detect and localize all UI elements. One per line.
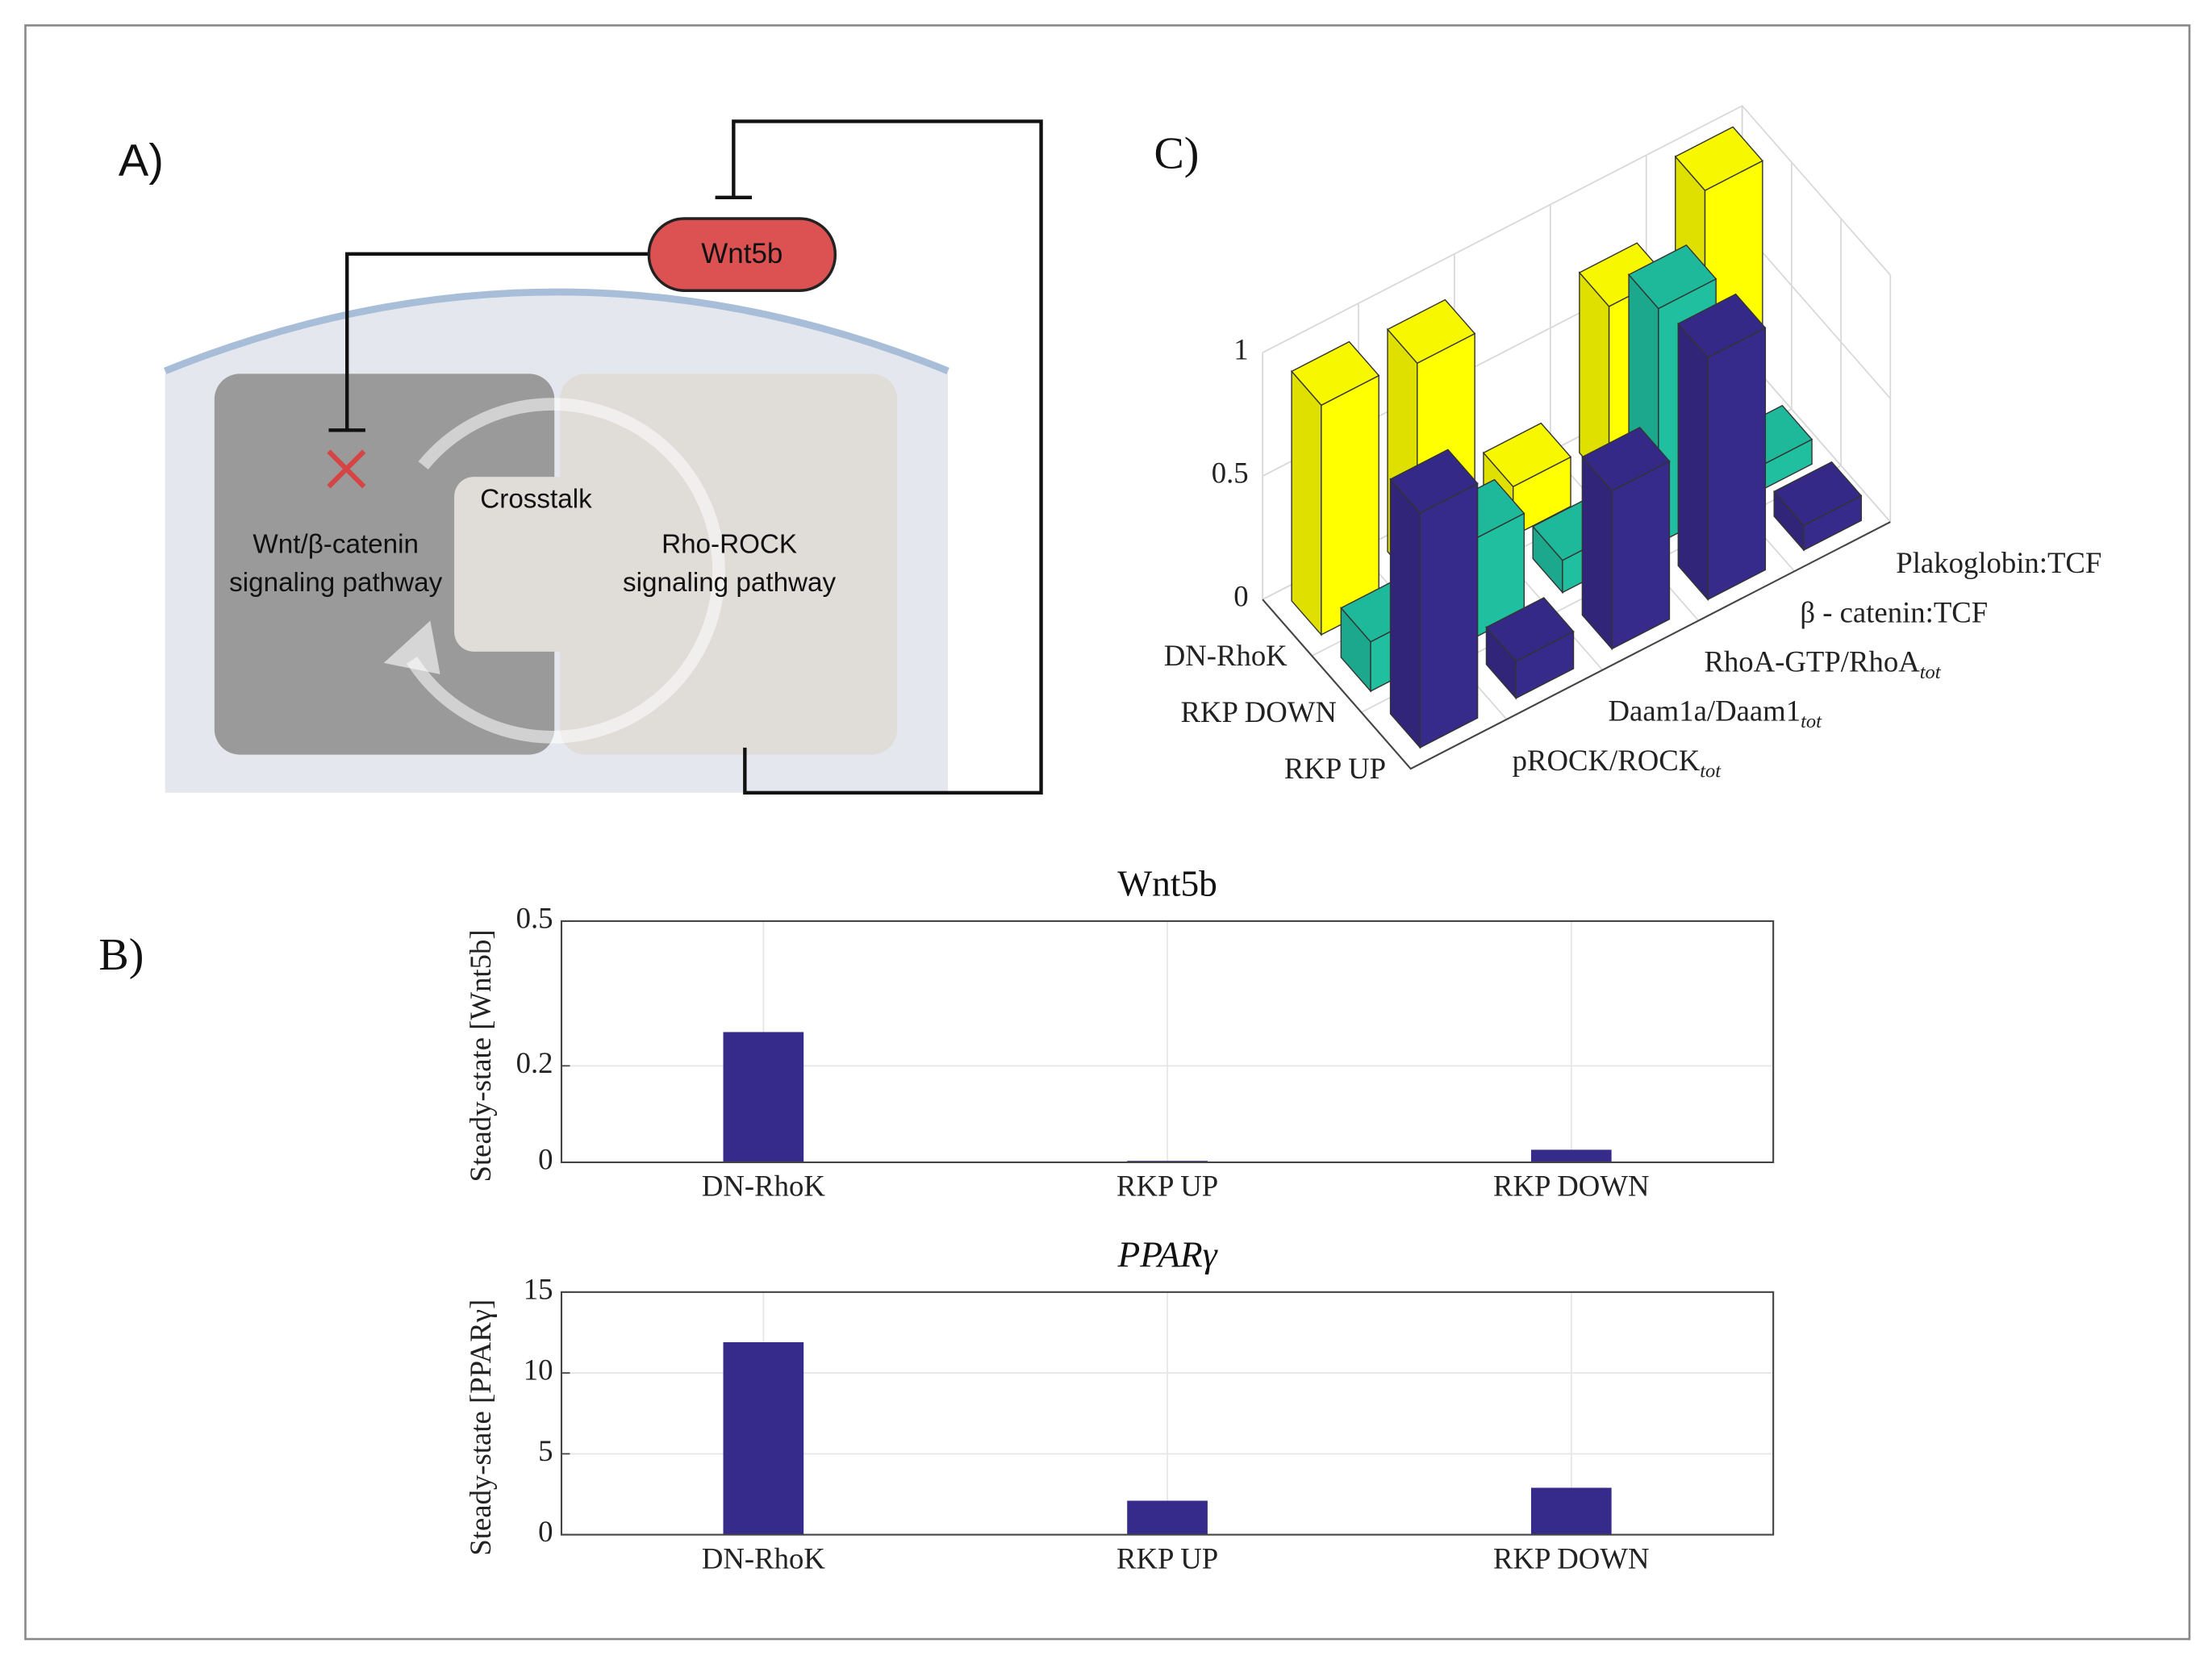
panel-label: B) bbox=[98, 930, 144, 980]
bar-top bbox=[1291, 340, 1380, 407]
bar bbox=[723, 1032, 804, 1162]
column-label: β - catenin:TCF bbox=[1800, 596, 1988, 629]
column-label: Daam1a/Daam1tot bbox=[1609, 695, 1823, 732]
bar-top bbox=[1581, 426, 1671, 492]
bar bbox=[1677, 293, 1767, 602]
column-label-sub: tot bbox=[1700, 760, 1722, 782]
column-label-text: Daam1a/Daam1 bbox=[1609, 695, 1801, 728]
bar-top bbox=[1389, 448, 1479, 514]
cycle-arrow bbox=[407, 398, 725, 744]
bar bbox=[1581, 426, 1671, 651]
bar bbox=[1530, 1487, 1612, 1535]
wnt-box bbox=[214, 373, 555, 755]
bar bbox=[723, 1341, 804, 1535]
z-tick-label: 0 bbox=[1233, 580, 1248, 613]
panel-label: C) bbox=[1154, 129, 1199, 179]
membrane bbox=[163, 288, 949, 374]
column-label-text: β - catenin:TCF bbox=[1800, 596, 1988, 629]
bar-top bbox=[1482, 422, 1572, 488]
bar-front bbox=[1611, 460, 1671, 650]
crosstalk-label: Crosstalk bbox=[480, 485, 592, 515]
y-tick-label: 5 bbox=[538, 1434, 553, 1467]
x-tick-label: RKP UP bbox=[1116, 1170, 1218, 1203]
y-tick-label: 15 bbox=[524, 1272, 553, 1305]
grid-line bbox=[1262, 105, 1891, 353]
axis-line bbox=[1262, 521, 1891, 770]
row-label: RKP DOWN bbox=[1180, 695, 1336, 728]
rho-box bbox=[560, 373, 898, 755]
axes-box bbox=[560, 1291, 1775, 1536]
node-label: Wnt5b bbox=[701, 238, 783, 269]
bar-top bbox=[1773, 461, 1863, 527]
row-label: DN-RhoK bbox=[1164, 639, 1288, 672]
pathway-label: Wnt/β-catenin bbox=[253, 530, 419, 560]
bar-side bbox=[1291, 369, 1322, 636]
x-tick-label: DN-RhoK bbox=[702, 1541, 825, 1575]
panel-label: A) bbox=[119, 135, 164, 186]
y-tick-label: 10 bbox=[524, 1354, 553, 1387]
pathway-label: Rho-ROCK bbox=[662, 530, 797, 560]
block-mark bbox=[327, 449, 366, 489]
diagram: Wnt5b Crosstalk Wnt/β-catenin signaling … bbox=[163, 119, 1043, 795]
bar bbox=[1530, 1149, 1612, 1162]
cycle-arrowhead bbox=[383, 620, 440, 674]
bar bbox=[1127, 1500, 1208, 1535]
bar-top bbox=[1386, 298, 1476, 365]
column-label: RhoA-GTP/RhoAtot bbox=[1704, 645, 1941, 683]
column-label: Plakoglobin:TCF bbox=[1896, 547, 2101, 580]
y-tick-label: 0 bbox=[538, 1515, 553, 1548]
x-tick-label: RKP UP bbox=[1116, 1541, 1218, 1575]
column-label-text: Plakoglobin:TCF bbox=[1896, 547, 2101, 580]
feedback-edge bbox=[715, 119, 1043, 795]
bar bbox=[1773, 461, 1863, 552]
bar-top bbox=[1485, 597, 1575, 662]
bar-top bbox=[1627, 244, 1717, 310]
y-axis-label: Steady-state [PPARγ] bbox=[464, 1299, 497, 1556]
y-tick-label: 0 bbox=[538, 1142, 553, 1175]
row-label: RKP UP bbox=[1284, 752, 1386, 785]
bar-side bbox=[1677, 322, 1709, 602]
inhibition-edge bbox=[328, 252, 649, 432]
y-tick-label: 0.5 bbox=[516, 901, 553, 934]
bar-front bbox=[1707, 327, 1767, 601]
x-tick-label: RKP DOWN bbox=[1493, 1170, 1649, 1203]
column-label: pROCK/ROCKtot bbox=[1513, 744, 1722, 782]
wnt5b-node bbox=[647, 217, 837, 292]
y-tick-label: 0.2 bbox=[516, 1046, 553, 1079]
frame bbox=[24, 24, 2191, 1641]
column-label-sub: tot bbox=[1920, 661, 1942, 683]
column-label-text: RhoA-GTP/RhoA bbox=[1704, 645, 1920, 678]
x-tick-label: DN-RhoK bbox=[702, 1170, 825, 1203]
pathway-label: signaling pathway bbox=[623, 568, 836, 598]
bar bbox=[1389, 448, 1479, 749]
bar-top bbox=[1677, 293, 1767, 359]
x-tick-label: RKP DOWN bbox=[1493, 1541, 1649, 1575]
pathway-label: signaling pathway bbox=[229, 568, 442, 598]
bar bbox=[1485, 597, 1575, 700]
column-label-text: pROCK/ROCK bbox=[1513, 744, 1701, 777]
bar-top bbox=[1674, 126, 1763, 191]
y-axis-label: Steady-state [Wnt5b] bbox=[464, 929, 497, 1182]
bar bbox=[1291, 340, 1380, 636]
axes-box bbox=[560, 920, 1775, 1163]
column-label-sub: tot bbox=[1801, 711, 1822, 732]
z-tick-label: 1 bbox=[1233, 333, 1248, 366]
z-tick-label: 0.5 bbox=[1212, 457, 1249, 490]
bar-front bbox=[1419, 482, 1479, 749]
crosstalk-notch bbox=[454, 477, 582, 652]
chart-title: PPARγ bbox=[1117, 1233, 1218, 1274]
chart-title: Wnt5b bbox=[1117, 862, 1217, 903]
bar-side bbox=[1389, 478, 1421, 749]
